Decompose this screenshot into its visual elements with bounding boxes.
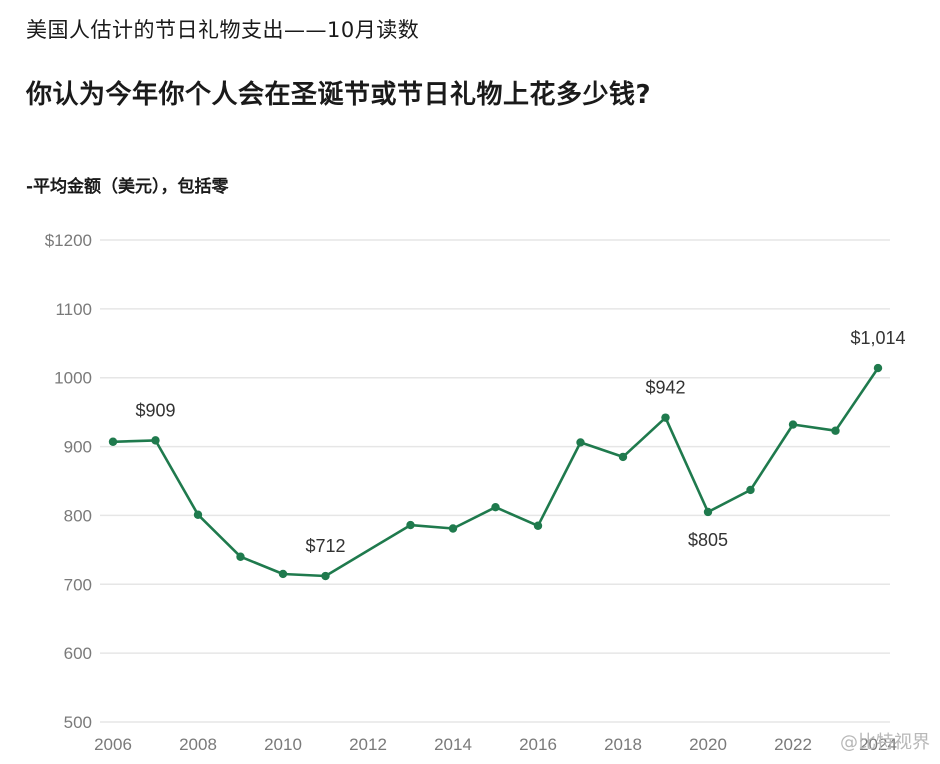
data-point-2019 <box>661 413 670 422</box>
chart-title: 你认为今年你个人会在圣诞节或节日礼物上花多少钱? <box>26 80 652 110</box>
series-line-0 <box>111 366 880 578</box>
y-tick-label-900: 900 <box>64 438 92 457</box>
x-tick-label-2020: 2020 <box>689 735 727 754</box>
data-label-2019: $942 <box>645 378 685 398</box>
x-tick-label-2014: 2014 <box>434 735 472 754</box>
x-tick-label-2010: 2010 <box>264 735 302 754</box>
data-point-2015 <box>491 502 500 512</box>
data-point-2014 <box>448 524 458 533</box>
y-tick-label-600: 600 <box>64 644 92 663</box>
data-point-2006 <box>108 437 118 446</box>
data-point-2017 <box>576 438 585 447</box>
watermark-text: @比特视界 <box>840 732 930 753</box>
data-point-2010 <box>278 569 288 579</box>
data-point-2020 <box>703 507 713 517</box>
data-point-2007 <box>151 436 160 445</box>
x-tick-label-2022: 2022 <box>774 735 812 754</box>
data-point-2009 <box>236 552 245 561</box>
chart-subtitle: -平均金额（美元），包括零 <box>26 177 229 197</box>
data-point-2008 <box>193 510 203 519</box>
x-tick-label-2012: 2012 <box>349 735 387 754</box>
data-point-2016 <box>533 521 543 530</box>
x-tick-label-2018: 2018 <box>604 735 642 754</box>
y-tick-label-500: 500 <box>64 713 92 732</box>
y-tick-label-800: 800 <box>64 506 92 525</box>
data-label-2011: $712 <box>305 536 345 556</box>
y-tick-label-1200: $1200 <box>45 231 92 250</box>
data-point-2022 <box>788 420 798 429</box>
data-label-2020: $805 <box>688 530 728 550</box>
data-point-2023 <box>831 426 840 435</box>
data-label-2024: $1,014 <box>850 328 905 348</box>
x-tick-label-2024: 2024 <box>859 735 897 754</box>
y-tick-label-1100: 1100 <box>55 300 92 319</box>
y-tick-label-700: 700 <box>64 575 92 594</box>
data-point-2021 <box>746 485 755 495</box>
x-tick-label-2016: 2016 <box>519 735 557 754</box>
y-tick-label-1000: 1000 <box>54 369 92 388</box>
data-label-2007: $909 <box>135 400 175 420</box>
x-tick-label-2006: 2006 <box>94 735 132 754</box>
data-point-2024 <box>873 363 883 373</box>
data-point-2018 <box>618 452 628 462</box>
data-point-2011 <box>321 571 330 581</box>
chart-kicker: 美国人估计的节日礼物支出——10月读数 <box>26 18 420 42</box>
data-point-2013 <box>406 520 415 530</box>
x-tick-label-2008: 2008 <box>179 735 217 754</box>
